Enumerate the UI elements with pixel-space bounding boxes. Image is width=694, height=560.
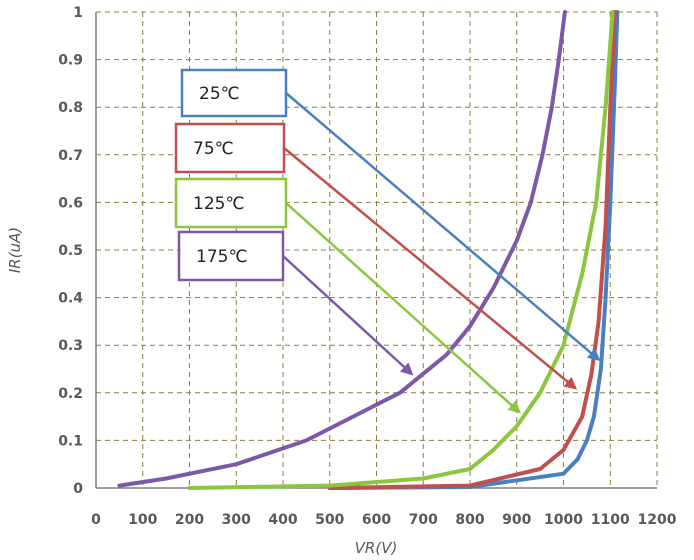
x-tick-label: 1000: [544, 512, 583, 528]
y-tick-label: 0.7: [58, 148, 83, 164]
y-tick-label: 0.1: [58, 433, 83, 449]
series-line-2: [187, 10, 615, 490]
y-tick-label: 0: [73, 481, 83, 497]
annotation-arrow: [282, 255, 414, 376]
annotation-label: 125℃: [193, 194, 245, 214]
x-tick-label: 400: [268, 512, 297, 528]
y-tick-label: 0.8: [58, 100, 83, 116]
x-tick-label: 200: [175, 512, 204, 528]
y-tick-label: 0.2: [58, 386, 83, 402]
y-tick-label: 0.6: [58, 195, 83, 211]
y-tick-label: 0.4: [58, 291, 83, 307]
series-line-1: [327, 10, 617, 490]
series-line-3: [117, 10, 567, 488]
x-tick-label: 1100: [591, 512, 630, 528]
x-tick-label: 0: [91, 512, 101, 528]
annotation-label: 25℃: [199, 84, 240, 104]
annotation-box: [180, 68, 288, 118]
annotation-arrow: [285, 202, 521, 414]
annotation-arrow: [283, 147, 578, 390]
y-tick-label: 1: [73, 5, 83, 21]
annotation-arrow: [285, 92, 601, 362]
y-tick-label: 0.5: [58, 243, 83, 259]
y-tick-label: 0.9: [58, 53, 83, 69]
series: [117, 10, 620, 490]
x-tick-label: 900: [502, 512, 531, 528]
x-tick-label: 300: [222, 512, 251, 528]
x-tick-label: 700: [409, 512, 438, 528]
x-tick-labels: 0 100 200 300 400 500 600 700 800 900 1000 1100 1200: [91, 512, 677, 528]
x-tick-label: 600: [362, 512, 391, 528]
annotation-label: 175℃: [196, 247, 248, 267]
y-tick-labels: 0 0.1 0.2 0.3 0.4 0.5 0.6 0.7 0.8 0.9 1: [58, 5, 83, 497]
series-line-0: [327, 10, 620, 490]
x-axis-title: VR(V): [355, 539, 398, 557]
annotation-box: [177, 230, 285, 282]
y-axis-title: IR(uA): [6, 227, 24, 273]
x-tick-label: 1200: [638, 512, 677, 528]
y-tick-label: 0.3: [58, 338, 83, 354]
x-tick-label: 500: [315, 512, 344, 528]
annotation-label: 75℃: [193, 139, 234, 159]
x-tick-label: 100: [128, 512, 157, 528]
annotation-box: [174, 177, 288, 229]
annotation-box: [174, 122, 286, 174]
x-tick-label: 800: [455, 512, 484, 528]
annotations: 25℃ 75℃ 125℃ 175℃: [174, 68, 601, 414]
